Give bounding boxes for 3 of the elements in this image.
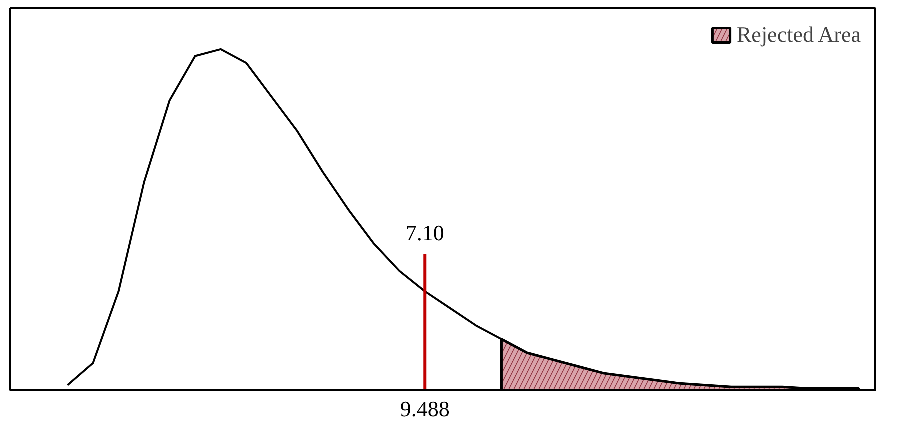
annotation: 7.10: [406, 220, 444, 246]
text: 9.488: [400, 396, 450, 422]
legend-label: Rejected Area: [737, 22, 861, 48]
